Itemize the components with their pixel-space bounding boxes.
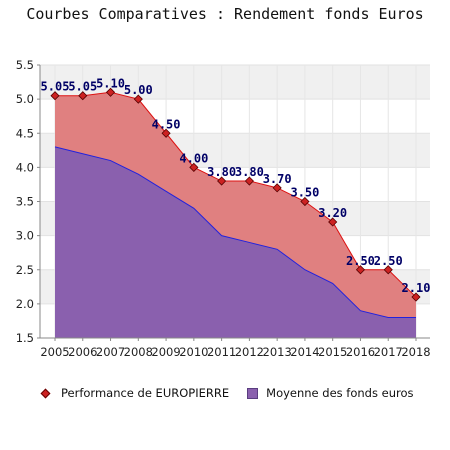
x-tick-label: 2015 <box>318 345 347 359</box>
data-label: 4.00 <box>179 151 208 165</box>
legend-item-moyenne: Moyenne des fonds euros <box>247 386 414 400</box>
x-tick-label: 2005 <box>40 345 69 359</box>
chart-title: Courbes Comparatives : Rendement fonds E… <box>26 5 424 23</box>
series-markers <box>50 87 421 302</box>
y-tick-label: 4.5 <box>16 126 34 140</box>
data-label: 3.50 <box>290 186 319 200</box>
x-tick-label: 2016 <box>346 345 375 359</box>
data-label: 2.50 <box>374 254 403 268</box>
legend-label-performance: Performance de EUROPIERRE <box>61 386 230 400</box>
data-label: 3.70 <box>263 172 292 186</box>
y-tick-label: 1.5 <box>16 331 34 345</box>
x-tick-label: 2010 <box>179 345 208 359</box>
legend-marker-square <box>247 387 259 399</box>
x-tick-label: 2008 <box>124 345 153 359</box>
data-label: 3.20 <box>318 206 347 220</box>
legend-marker-diamond <box>40 388 51 398</box>
marker-performance <box>300 196 310 207</box>
marker-performance <box>355 265 366 275</box>
legend-item-performance: Performance de EUROPIERRE <box>40 386 229 400</box>
marker-performance <box>272 183 282 193</box>
data-label: 3.80 <box>207 165 236 179</box>
data-label: 5.10 <box>96 76 125 90</box>
data-label: 5.00 <box>124 83 153 97</box>
data-label: 3.80 <box>235 165 264 179</box>
y-tick-label: 2.0 <box>16 297 34 311</box>
series-lines <box>54 91 417 319</box>
marker-performance <box>328 217 338 227</box>
data-labels: 5.055.055.105.004.504.003.803.803.703.50… <box>41 76 431 295</box>
marker-performance <box>383 265 393 275</box>
marker-performance <box>78 91 88 101</box>
marker-performance <box>50 91 60 101</box>
x-tick-label: 2012 <box>235 345 264 359</box>
legend: Performance de EUROPIERRE Moyenne des fo… <box>40 386 432 400</box>
x-tick-label: 2009 <box>151 345 180 359</box>
legend-label-moyenne: Moyenne des fonds euros <box>266 386 414 400</box>
line-moyenne <box>54 146 416 319</box>
y-axis: 1.5 2.0 2.5 3.0 3.5 4.0 4.5 5.0 5.5 <box>16 58 41 345</box>
data-label: 5.05 <box>41 80 70 94</box>
line-performance <box>55 91 417 298</box>
marker-performance <box>105 87 116 97</box>
x-tick-label: 2011 <box>207 345 236 359</box>
x-axis: 2005200620072008200920102011201220132014… <box>40 337 431 359</box>
data-label: 4.50 <box>152 117 181 131</box>
x-tick-label: 2014 <box>290 345 319 359</box>
data-label: 5.05 <box>68 80 97 94</box>
series-areas <box>55 92 416 338</box>
marker-performance <box>161 128 171 138</box>
marker-performance <box>411 292 421 302</box>
marker-performance <box>244 176 254 186</box>
marker-performance <box>133 94 143 104</box>
y-tick-label: 3.5 <box>16 195 34 209</box>
data-label: 2.10 <box>402 281 431 295</box>
x-tick-label: 2018 <box>401 345 430 359</box>
y-tick-label: 5.0 <box>16 92 34 106</box>
marker-performance <box>217 176 227 186</box>
x-tick-label: 2013 <box>263 345 292 359</box>
y-tick-label: 4.0 <box>16 160 34 174</box>
y-tick-label: 5.5 <box>16 58 34 72</box>
data-label: 2.50 <box>346 254 375 268</box>
marker-performance <box>189 162 199 172</box>
x-tick-label: 2017 <box>374 345 403 359</box>
area-moyenne <box>55 146 416 338</box>
x-tick-label: 2007 <box>96 345 125 359</box>
y-tick-label: 2.5 <box>16 263 34 277</box>
y-tick-label: 3.0 <box>16 229 34 243</box>
x-tick-label: 2006 <box>68 345 97 359</box>
